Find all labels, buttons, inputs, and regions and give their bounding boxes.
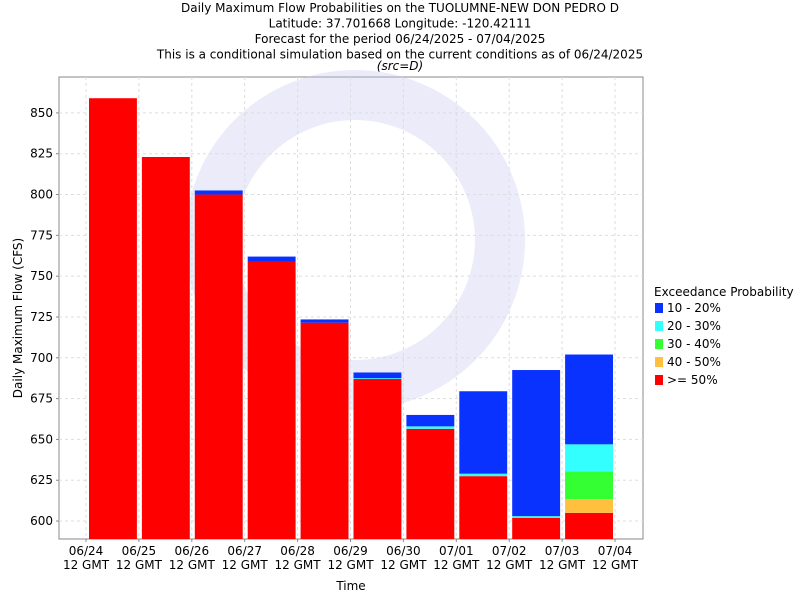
x-tick-label: 07/01 [439,544,474,558]
legend-label: 30 - 40% [667,337,721,351]
y-tick-label: 825 [30,147,53,161]
y-tick-label: 725 [30,310,53,324]
legend-swatch [655,303,663,313]
y-tick-label: 700 [30,351,53,365]
bar-segment [300,322,349,539]
x-axis-label: Time [335,579,365,593]
x-tick-label: 12 GMT [116,558,163,572]
y-axis-label: Daily Maximum Flow (CFS) [11,238,25,398]
bar-segment [247,256,296,262]
x-tick-label: 06/24 [69,544,104,558]
bar-segment [194,194,243,539]
bar-segment [406,428,455,539]
bar-segment [565,354,613,445]
bar-segment [353,372,402,379]
legend-label: >= 50% [667,373,718,387]
legend-title: Exceedance Probability [654,285,794,299]
x-tick-label: 12 GMT [63,558,110,572]
x-tick-label: 12 GMT [539,558,586,572]
legend-label: 10 - 20% [667,301,721,315]
x-tick-label: 06/29 [333,544,368,558]
x-tick-label: 07/04 [598,544,633,558]
x-tick-label: 12 GMT [592,558,639,572]
bar-segment [512,517,561,539]
legend-swatch [655,357,663,367]
bar-segment [406,414,455,427]
x-tick-label: 06/25 [122,544,157,558]
bar-segment [459,473,508,477]
legend-label: 20 - 30% [667,319,721,333]
bar-segment [565,444,613,472]
bar-segment [247,261,296,539]
y-tick-label: 750 [30,269,53,283]
bar-segment [89,98,137,539]
bar-segment [512,370,561,517]
bar-segment [353,379,402,539]
bar-segment [565,512,613,539]
legend-swatch [655,375,663,385]
bar-segment [512,516,561,518]
bar-segment [300,319,349,323]
bar-segment [565,499,613,513]
x-tick-label: 12 GMT [275,558,322,572]
legend-swatch [655,321,663,331]
chart-title: Forecast for the period 06/24/2025 - 07/… [255,32,546,46]
x-tick-label: 06/28 [280,544,315,558]
chart-title: Daily Maximum Flow Probabilities on the … [181,1,619,15]
bar-segment [565,471,613,500]
x-tick-label: 07/02 [492,544,527,558]
y-tick-label: 625 [30,473,53,487]
x-tick-label: 06/26 [175,544,210,558]
legend-label: 40 - 50% [667,355,721,369]
y-tick-label: 775 [30,228,53,242]
x-tick-label: 06/27 [227,544,262,558]
x-tick-label: 12 GMT [433,558,480,572]
bar-segment [353,378,402,380]
y-tick-label: 800 [30,188,53,202]
y-tick-label: 850 [30,106,53,120]
x-tick-label: 12 GMT [169,558,216,572]
chart-subtitle: (src=D) [377,59,423,73]
bar-segment [459,391,508,474]
x-tick-label: 07/03 [545,544,580,558]
x-tick-label: 12 GMT [486,558,533,572]
y-tick-label: 600 [30,514,53,528]
y-tick-label: 650 [30,432,53,446]
bar-segment [194,190,243,195]
chart-title: This is a conditional simulation based o… [156,48,643,62]
bar-segment [141,156,190,540]
y-tick-label: 675 [30,392,53,406]
x-tick-label: 12 GMT [222,558,269,572]
bar-segment [406,426,455,429]
legend-swatch [655,339,663,349]
x-tick-label: 06/30 [386,544,421,558]
x-tick-label: 12 GMT [380,558,427,572]
x-tick-label: 12 GMT [327,558,374,572]
chart-title: Latitude: 37.701668 Longitude: -120.4211… [269,17,532,31]
bar-segment [459,476,508,539]
